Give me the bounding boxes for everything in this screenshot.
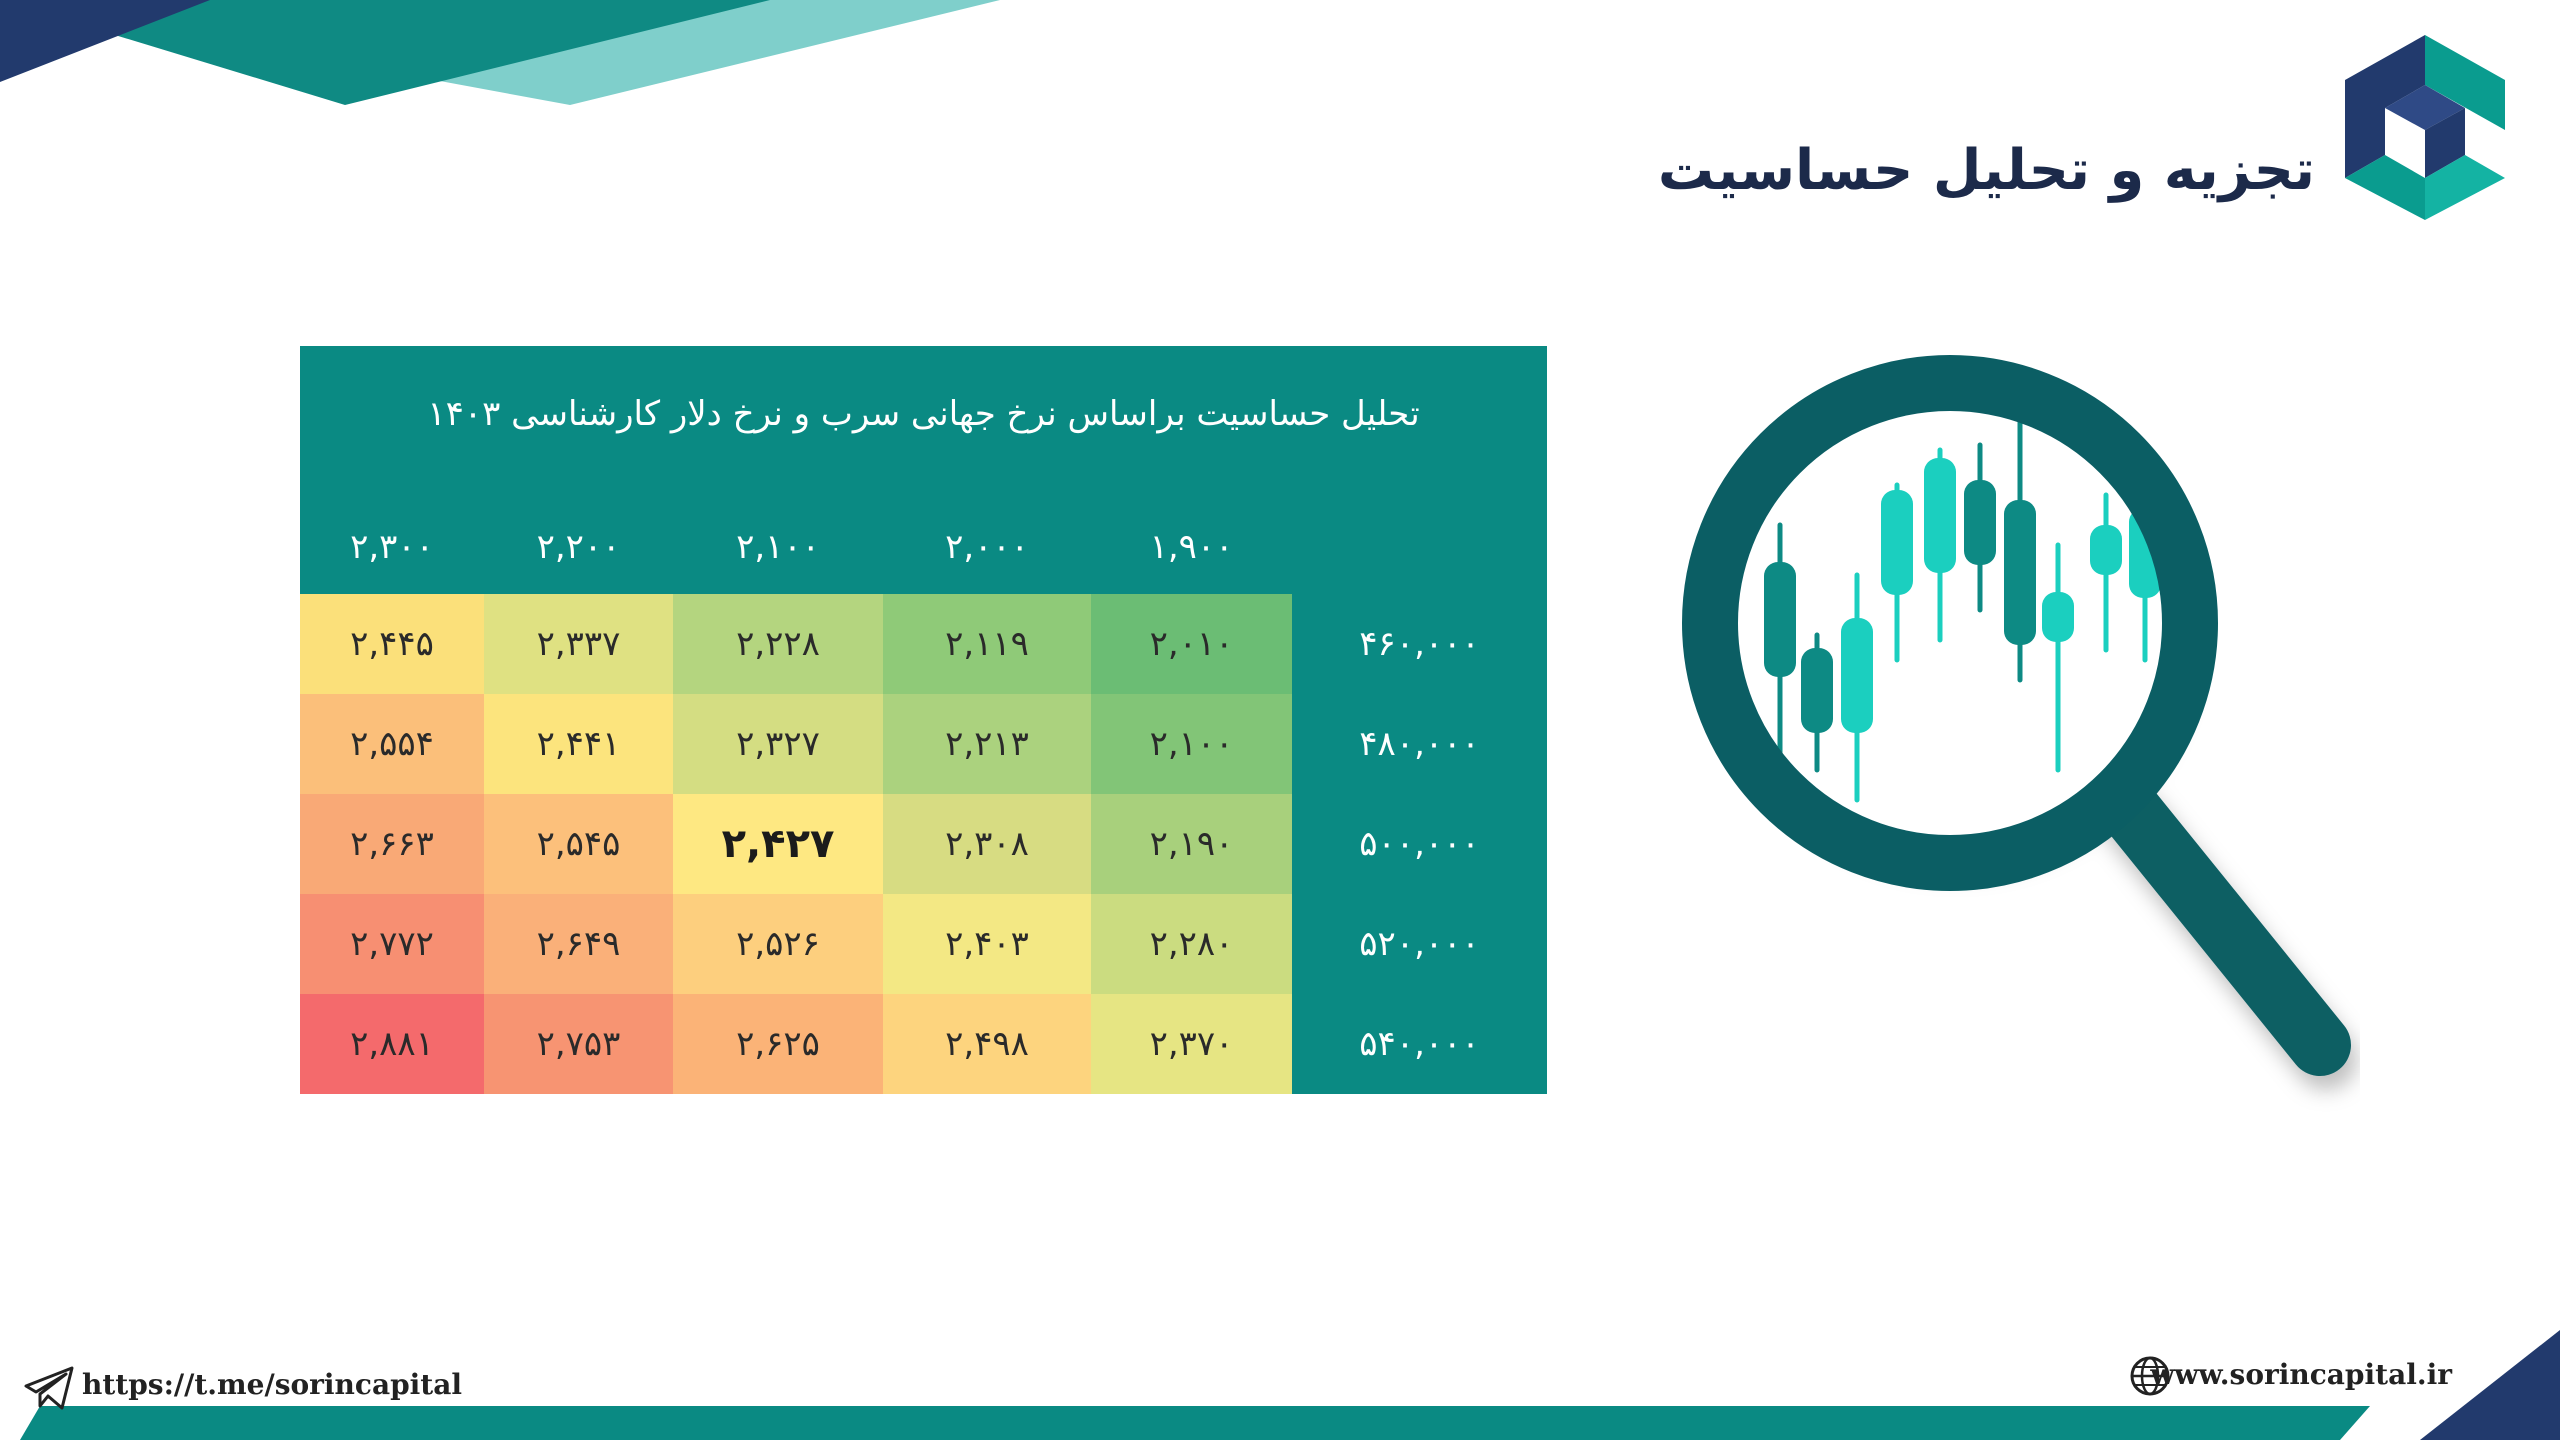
telegram-icon: [24, 1366, 74, 1410]
table-cell: ۲,۶۶۳: [300, 794, 484, 894]
table-cell: ۲,۰۱۰: [1091, 594, 1292, 694]
column-header: ۲,۰۰۰: [945, 527, 1029, 567]
table-cell: ۲,۵۴۵: [484, 794, 673, 894]
table-cell: ۲,۳۰۸: [883, 794, 1091, 894]
sorin-capital-logo-icon: [2345, 35, 2505, 220]
table-cell: ۲,۳۳۷: [484, 594, 673, 694]
table-cell: ۲,۷۵۳: [484, 994, 673, 1094]
table-cell: ۲,۳۲۷: [673, 694, 883, 794]
row-header: ۴۶۰,۰۰۰: [1359, 624, 1480, 664]
table-cell: ۲,۵۲۶: [673, 894, 883, 994]
table-cell: ۲,۵۵۴: [300, 694, 484, 794]
globe-icon: [2130, 1356, 2170, 1396]
table-cell: ۲,۶۲۵: [673, 994, 883, 1094]
table-cell: ۲,۲۱۳: [883, 694, 1091, 794]
page-title: تجزیه و تحلیل حساسیت: [1657, 138, 2315, 203]
telegram-link[interactable]: https://t.me/sorincapital: [82, 1368, 463, 1401]
row-header: ۵۴۰,۰۰۰: [1359, 1024, 1480, 1064]
table-cell: ۲,۸۸۱: [300, 994, 484, 1094]
table-cell: ۲,۴۴۱: [484, 694, 673, 794]
table-cell: ۲,۴۰۳: [883, 894, 1091, 994]
table-cell: ۲,۷۷۲: [300, 894, 484, 994]
row-header: ۴۸۰,۰۰۰: [1359, 724, 1480, 764]
column-header: ۲,۳۰۰: [350, 527, 434, 567]
sensitivity-table: تحلیل حساسیت براساس نرخ جهانی سرب و نرخ …: [300, 346, 1547, 1094]
table-cell: ۲,۴۹۸: [883, 994, 1091, 1094]
table-cell: ۲,۲۸۰: [1091, 894, 1292, 994]
table-caption: تحلیل حساسیت براساس نرخ جهانی سرب و نرخ …: [427, 394, 1420, 434]
column-header: ۲,۱۰۰: [736, 527, 820, 567]
table-cell: ۲,۲۲۸: [673, 594, 883, 694]
column-header: ۱,۹۰۰: [1149, 527, 1234, 567]
table-cell: ۲,۱۱۹: [883, 594, 1091, 694]
row-header: ۵۲۰,۰۰۰: [1359, 924, 1480, 964]
table-cell: ۲,۳۷۰: [1091, 994, 1292, 1094]
table-cell: ۲,۴۲۷: [673, 794, 883, 894]
table-cell: ۲,۴۴۵: [300, 594, 484, 694]
magnifier-candlestick-icon: [1682, 355, 2351, 1076]
column-header: ۲,۲۰۰: [536, 527, 621, 567]
table-cell: ۲,۱۹۰: [1091, 794, 1292, 894]
website-link[interactable]: www.sorincapital.ir: [2150, 1358, 2452, 1391]
row-header: ۵۰۰,۰۰۰: [1359, 824, 1480, 864]
table-cell: ۲,۶۴۹: [484, 894, 673, 994]
table-cell: ۲,۱۰۰: [1091, 694, 1292, 794]
